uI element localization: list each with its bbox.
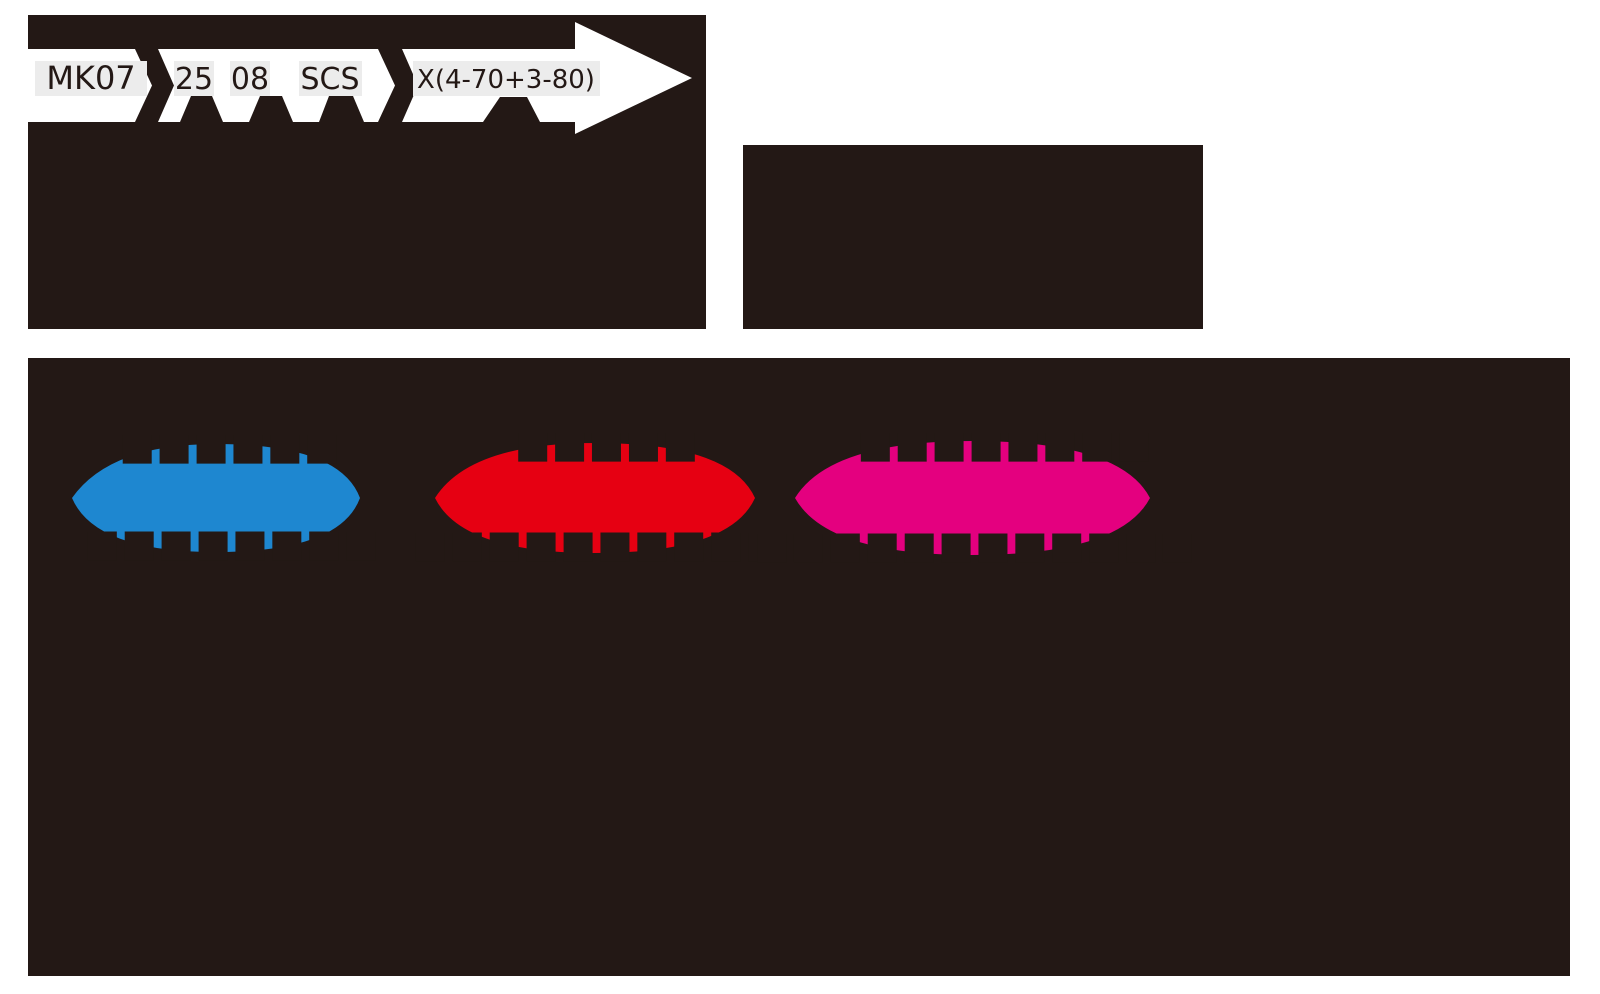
arrow-head: [575, 22, 692, 134]
badge-magenta-top-knockout-text: ■■■■■■■■: [857, 422, 1152, 466]
feature-badge-magenta: [795, 441, 1150, 555]
badge-blue-top-knockout-text: ■■■■■■: [119, 424, 340, 468]
code-box-height: [230, 61, 270, 96]
code-label-height: 08: [231, 62, 269, 97]
badge-red-bottom-knockout-text: ■■■■■■■■■■: [412, 522, 781, 566]
product-photo-panel: [743, 145, 1203, 329]
code-label-type: SCS: [300, 62, 359, 97]
ordering-code-panel: MK07 25 08 SCS X(4-70+3-80): [28, 15, 706, 329]
callout-wedge-2: [249, 96, 293, 122]
feature-badges-graphic: ■■■■■■ ■■■■■■■■ ■■■■■ ■■■■■■■■■■ ■■■■■■■…: [72, 422, 1197, 567]
callout-wedge-4: [483, 97, 540, 122]
code-box-width: [174, 61, 214, 96]
code-box-type: [299, 61, 362, 96]
features-panel: ■■■■■■ ■■■■■■■■ ■■■■■ ■■■■■■■■■■ ■■■■■■■…: [28, 358, 1570, 976]
code-box-model: [35, 61, 147, 96]
badge-blue-bottom-knockout-text: ■■■■■■■■: [84, 521, 379, 565]
feature-badge-blue: [72, 444, 360, 552]
badge-magenta-bottom-knockout-text: ■■■■■■■■■■■■: [754, 523, 1197, 567]
code-label-length: X(4-70+3-80): [417, 65, 595, 95]
code-box-length: [413, 61, 600, 96]
ordering-code-arrow-diagram: MK07 25 08 SCS X(4-70+3-80): [28, 22, 692, 134]
badge-red-top-knockout-text: ■■■■■: [515, 422, 700, 466]
callout-wedge-3: [319, 96, 364, 122]
code-label-model: MK07: [46, 59, 135, 97]
feature-badge-red: [435, 443, 755, 553]
callout-wedge-1: [180, 96, 223, 122]
code-label-width: 25: [175, 62, 213, 97]
